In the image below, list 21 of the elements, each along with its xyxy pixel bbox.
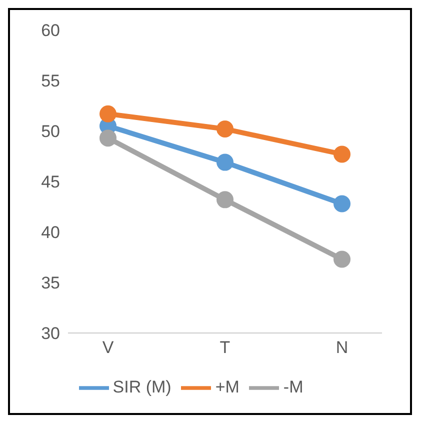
point	[216, 191, 234, 208]
y-tick-label: 40	[41, 223, 60, 242]
x-tick-label: N	[336, 338, 348, 358]
legend-label: SIR (M)	[112, 377, 172, 396]
y-tick-label: 30	[41, 324, 60, 344]
y-tick-label: 45	[41, 172, 60, 192]
point	[216, 154, 234, 171]
x-tick-label: V	[102, 338, 114, 358]
x-tick-label: T	[220, 338, 230, 358]
point	[334, 146, 350, 163]
legend-label: -M	[283, 377, 304, 396]
point	[100, 130, 116, 147]
point	[100, 105, 116, 122]
point	[334, 250, 350, 268]
point	[216, 120, 234, 138]
y-tick-label: 50	[41, 122, 60, 142]
y-tick-label: 60	[41, 21, 60, 40]
y-tick-label: 55	[41, 72, 60, 91]
legend-label: +M	[215, 377, 240, 396]
y-tick-label: 35	[41, 274, 60, 293]
point	[334, 195, 350, 212]
